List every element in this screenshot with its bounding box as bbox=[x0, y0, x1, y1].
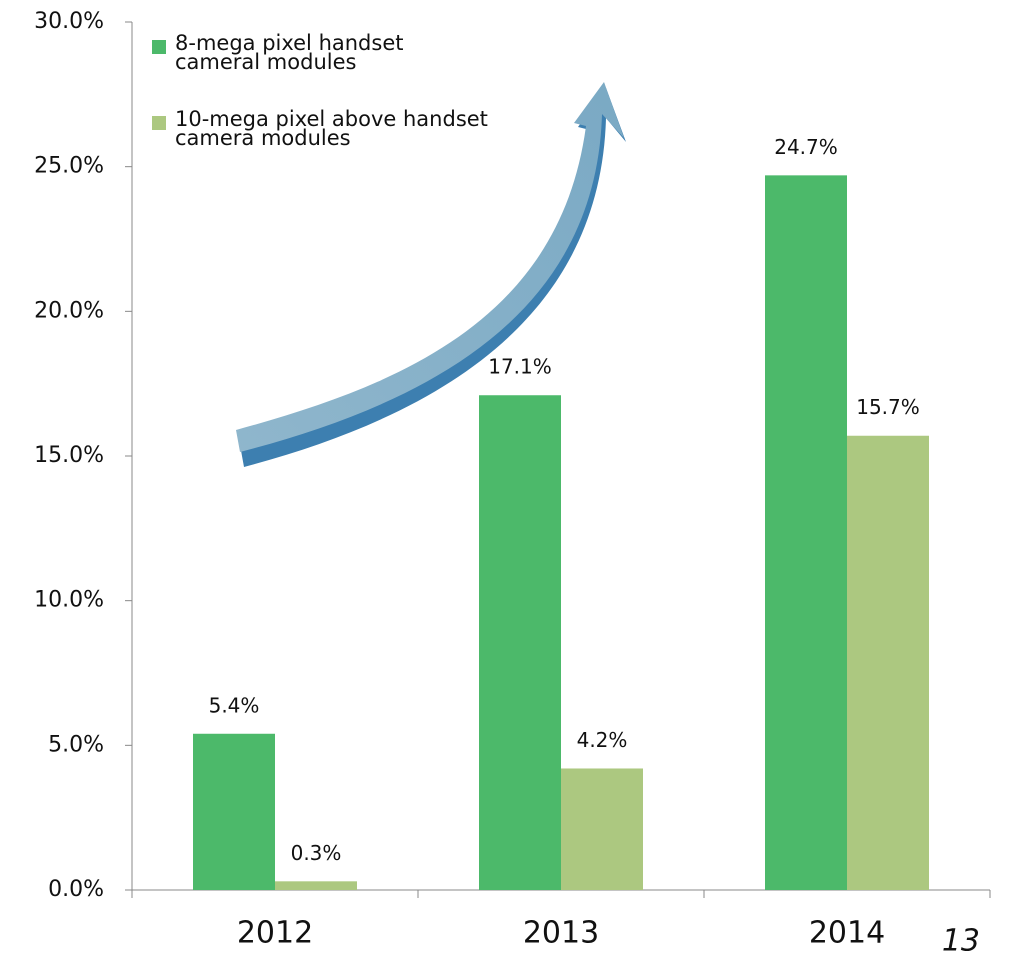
y-tick-label: 25.0% bbox=[34, 154, 104, 179]
x-tick-label: 2013 bbox=[523, 916, 599, 951]
data-label: 0.3% bbox=[291, 841, 342, 865]
bar bbox=[275, 881, 357, 890]
legend-label: 8-mega pixel handset cameral modules bbox=[175, 31, 404, 74]
y-tick-label: 15.0% bbox=[34, 443, 104, 468]
bar bbox=[561, 768, 643, 890]
legend-swatch bbox=[152, 116, 166, 130]
y-tick-label: 10.0% bbox=[34, 588, 104, 613]
y-tick-label: 30.0% bbox=[34, 9, 104, 34]
legend-item: 8-mega pixel handset cameral modules bbox=[152, 31, 404, 74]
bar bbox=[479, 395, 561, 890]
x-tick-label: 2014 bbox=[809, 916, 885, 951]
y-tick-label: 5.0% bbox=[48, 732, 104, 757]
trend-arrow bbox=[236, 82, 624, 452]
bar bbox=[847, 435, 929, 890]
data-label: 5.4% bbox=[209, 693, 260, 717]
data-label: 17.1% bbox=[488, 355, 552, 379]
legend-swatch bbox=[152, 40, 166, 54]
legend-item: 10-mega pixel above handset camera modul… bbox=[152, 107, 488, 150]
page-number: 13 bbox=[942, 924, 980, 959]
legend-label: 10-mega pixel above handset camera modul… bbox=[175, 107, 488, 150]
data-label: 15.7% bbox=[856, 395, 920, 419]
bar bbox=[193, 733, 275, 890]
bar bbox=[765, 175, 847, 890]
data-label: 24.7% bbox=[774, 135, 838, 159]
data-label: 4.2% bbox=[577, 728, 628, 752]
y-tick-label: 20.0% bbox=[34, 298, 104, 323]
y-tick-label: 0.0% bbox=[48, 877, 104, 902]
x-tick-label: 2012 bbox=[237, 916, 313, 951]
